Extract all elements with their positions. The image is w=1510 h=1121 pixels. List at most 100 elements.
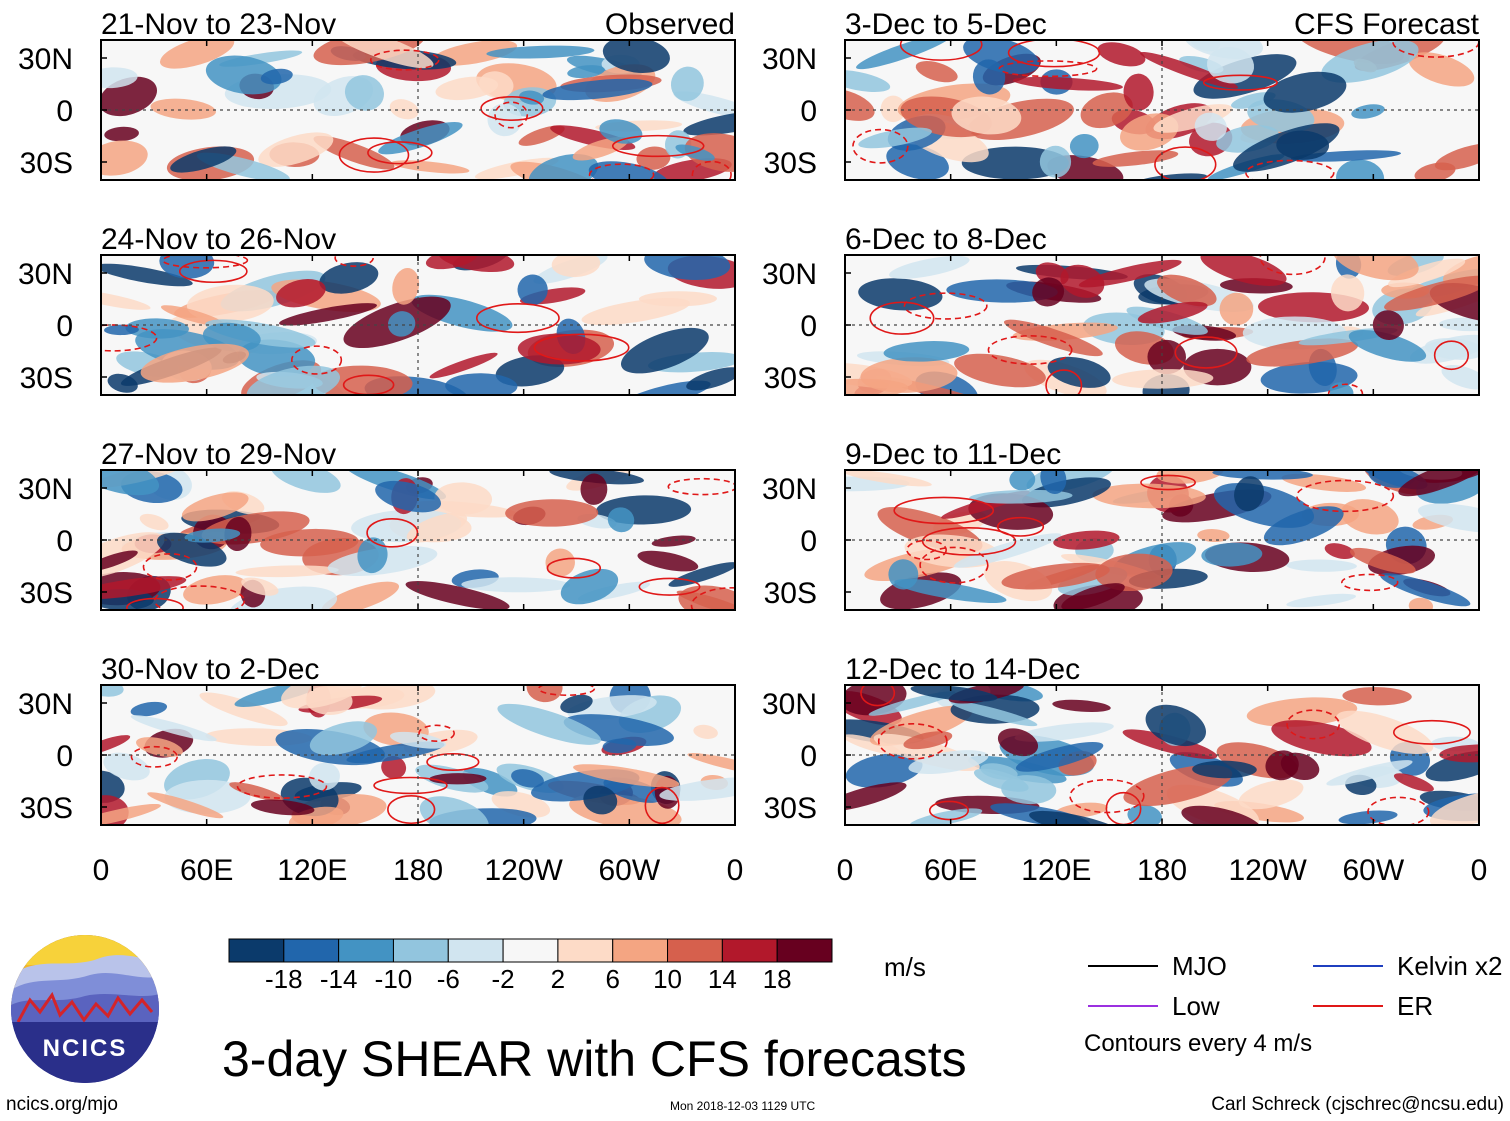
panel-date-label: 6-Dec to 8-Dec [845,223,1047,256]
shear-blob [381,755,407,779]
er-contour [373,776,448,795]
er-contour [691,160,732,180]
shear-blob [1197,529,1230,543]
x-tick-label: 180 [1137,854,1187,887]
shear-blob [406,512,468,543]
shear-field [845,40,1479,180]
shear-blob [1201,542,1263,567]
shear-blob [104,324,139,336]
shear-blob [1332,255,1419,281]
shear-blob [101,470,160,496]
shear-blob [894,579,1007,604]
x-tick-label: 120E [277,854,347,887]
shear-blob [602,40,670,73]
shear-blob [101,67,138,89]
map-panel: 30N 0 30S 30-Nov to 2-Dec [18,653,736,826]
shear-blob [1408,52,1475,87]
y-tick-label: 30S [20,577,73,610]
colorbar-swatch [557,938,614,963]
shear-field [845,255,1479,395]
er-contour [1433,340,1470,371]
shear-blob [1417,503,1479,533]
shear-blob [161,305,225,327]
er-contour [987,335,1073,365]
shear-blob [517,274,548,306]
shear-blob [1061,583,1125,610]
shear-blob [505,499,599,527]
shear-blob [1348,329,1427,362]
shear-blob [1384,275,1479,311]
shear-blob [1092,150,1179,167]
x-tick-label: 60W [598,854,660,887]
shear-blob [1263,506,1344,546]
logo-text: NCICS [43,1035,128,1062]
shear-blob [1380,573,1471,607]
shear-blob [545,548,575,577]
shear-blob [953,533,1062,568]
shear-blob [1338,810,1398,825]
er-contour [546,557,602,579]
legend-label: ER [1397,991,1433,1021]
colorbar: -18 -14 -10 -6 -2 2 6 10 14 18 [228,938,833,994]
panel-date-label: 3-Dec to 5-Dec [845,8,1047,41]
x-tick-label: 0 [727,854,744,887]
shear-blob [1145,704,1206,747]
shear-blob [309,762,340,791]
shear-blob [186,284,274,322]
shear-blob [159,255,215,279]
er-contour [1296,479,1395,513]
shear-blob [130,715,217,742]
er-contour [928,800,970,821]
shear-blob [951,96,1022,135]
shear-blob [845,470,932,487]
shear-blob [1324,543,1355,559]
shear-blob [1219,292,1254,326]
shear-blob [260,68,293,85]
shear-blob [387,311,416,337]
shear-blob [101,140,148,176]
x-tick-label: 120E [1021,854,1091,887]
shear-blob [511,769,544,788]
shear-blob [313,135,395,170]
y-tick-label: 0 [800,525,817,558]
er-contour [1245,159,1335,180]
shear-blob [1351,104,1385,119]
wave-legend: MJO Kelvin x2 Low ER [1088,951,1503,1021]
shear-blob [445,373,518,395]
shear-blob [321,581,400,610]
map-panel: 30N 0 30S 9-Dec to 11-Dec [762,438,1480,611]
y-tick-label: 30S [764,792,817,825]
shear-blob [139,513,169,531]
shear-blob [1340,499,1399,535]
shear-blob [184,528,241,543]
shear-blob [1330,274,1365,312]
shear-blob [528,153,599,180]
shear-blob [276,279,326,308]
er-contour [291,345,343,375]
shear-blob [486,45,595,59]
shear-blob [104,126,139,142]
colorbar-swatch [612,938,669,963]
er-contour [1007,40,1101,68]
y-tick-label: 30N [762,43,817,76]
y-tick-label: 0 [56,95,73,128]
shear-blob [1014,722,1114,742]
shear-blob [405,581,510,610]
er-contour [475,303,560,334]
shear-blob [1192,760,1257,779]
shear-blob [1032,277,1065,307]
shear-blob [644,255,731,280]
x-axis-forecast: 0 60E 120E 180 120W 60W 0 [837,854,1488,887]
shear-blob [910,685,998,702]
shear-blob [1060,264,1105,298]
shear-blob [1095,553,1173,592]
shear-blob [1329,382,1354,395]
colorbar-swatch [502,938,559,963]
shear-blob [581,297,690,326]
contour-note: Contours every 4 m/s [1084,1030,1313,1057]
legend-label: Kelvin x2 [1397,951,1503,981]
shear-blob [950,701,1038,727]
shear-blob [1281,473,1367,492]
shear-blob [229,782,284,801]
